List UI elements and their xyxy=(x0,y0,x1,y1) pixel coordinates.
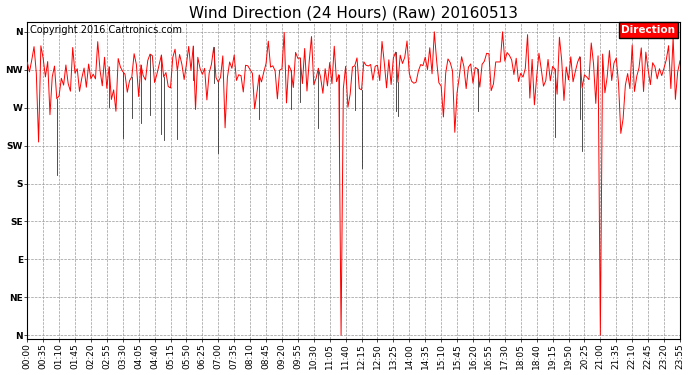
Text: Direction: Direction xyxy=(622,25,676,35)
Text: Copyright 2016 Cartronics.com: Copyright 2016 Cartronics.com xyxy=(30,25,182,35)
Title: Wind Direction (24 Hours) (Raw) 20160513: Wind Direction (24 Hours) (Raw) 20160513 xyxy=(189,6,518,21)
